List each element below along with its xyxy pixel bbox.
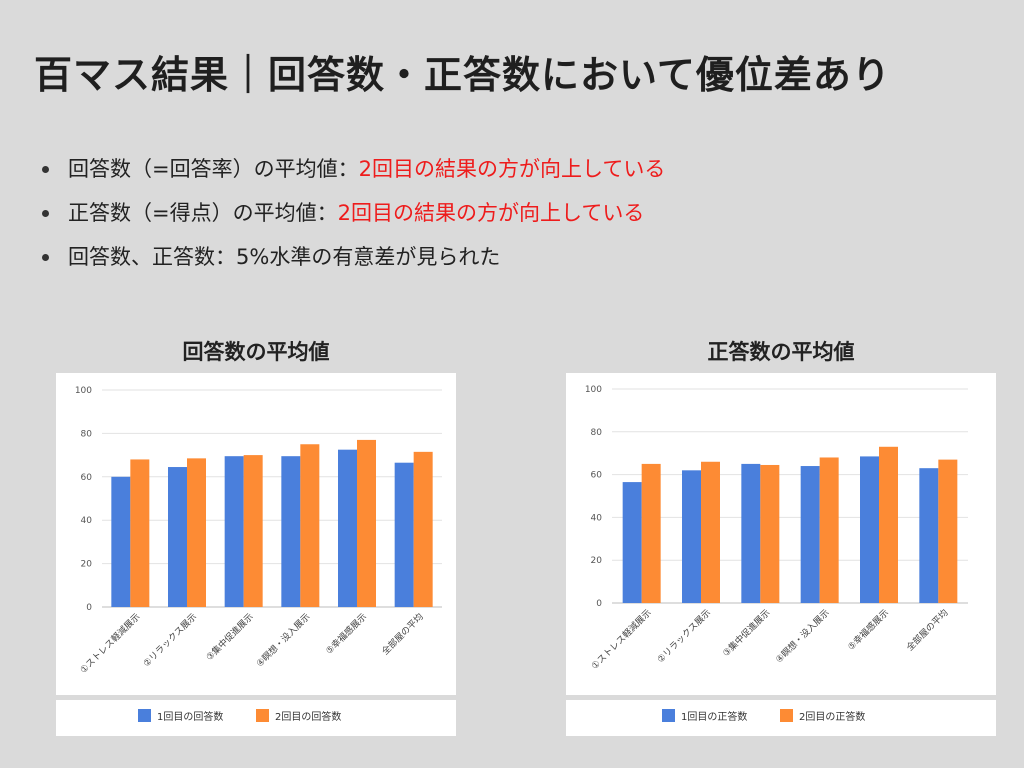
bar-2-5 (413, 451, 433, 607)
y-tick-label: 40 (81, 516, 93, 526)
legend-swatch-icon (662, 709, 675, 722)
x-tick-label: ③集中促進展示 (720, 607, 772, 659)
bullet-item: 正答数（=得点）の平均値：2回目の結果の方が向上している (40, 194, 980, 238)
bar-1-2 (224, 456, 244, 607)
legend-swatch-icon (256, 709, 269, 722)
bar-1-2 (741, 463, 761, 603)
bullet-dot-icon (42, 254, 49, 261)
x-tick-label: ⑤幸福感展示 (323, 611, 369, 657)
x-tick-label: 全部屋の平均 (379, 611, 426, 658)
legend-label: 2回目の正答数 (799, 712, 866, 723)
bar-chart-correct: 0 20 40 60 80 100 ①ストレス軽減展示 ②リラックス展示 ③集中促進展示 ④瞑想・… (585, 385, 968, 672)
legend-correct: 1回目の正答数 2回目の正答数 (566, 700, 996, 736)
y-tick-label: 20 (81, 560, 93, 570)
bar-2-0 (130, 459, 150, 607)
bar-2-3 (819, 457, 839, 603)
y-tick-label: 40 (591, 513, 603, 523)
x-tick-label: ⑤幸福感展示 (845, 607, 891, 653)
y-tick-label: 80 (81, 429, 93, 439)
bullet-item: 回答数、正答数：5%水準の有意差が見られた (40, 238, 980, 282)
legend-answers: 1回目の回答数 2回目の回答数 (56, 700, 456, 736)
bullet-label: 回答数（=回答率）の平均値： (68, 157, 359, 181)
bar-2-0 (641, 463, 661, 603)
bar-1-1 (682, 470, 701, 603)
bullet-highlight: 2回目の結果の方が向上している (358, 157, 666, 181)
bar-2-5 (938, 459, 958, 603)
bar-2-2 (760, 464, 780, 603)
y-tick-label: 20 (591, 556, 603, 566)
bar-1-3 (800, 466, 820, 603)
bullet-highlight: 2回目の結果の方が向上している (337, 201, 645, 225)
legend-swatch-icon (138, 709, 151, 722)
bullet-dot-icon (42, 166, 49, 173)
y-tick-label: 60 (591, 471, 603, 481)
y-tick-label: 80 (591, 428, 603, 438)
bar-1-0 (111, 476, 131, 607)
x-tick-label: ②リラックス展示 (141, 611, 199, 669)
y-tick-label: 100 (585, 385, 602, 395)
bullet-label: 回答数、正答数：5%水準の有意差が見られた (68, 245, 501, 269)
bar-chart-answers: 0 20 40 60 80 100 ①ストレス軽減展示 ②リラックス展示 ③集中促進展示 ④瞑想・… (75, 386, 442, 676)
x-tick-label: ④瞑想・没入展示 (254, 611, 313, 670)
y-tick-label: 0 (86, 603, 92, 613)
bar-1-5 (919, 468, 939, 603)
x-tick-label: ②リラックス展示 (655, 607, 713, 665)
slide-title: 百マス結果｜回答数・正答数において優位差あり (34, 53, 891, 97)
x-tick-label: 全部屋の平均 (904, 607, 951, 654)
legend-item-series2: 2回目の正答数 (780, 700, 865, 736)
legend-item-series1: 1回目の回答数 (138, 700, 223, 736)
y-tick-label: 100 (75, 386, 92, 396)
legend-item-series1: 1回目の正答数 (662, 700, 747, 736)
bar-1-4 (338, 449, 357, 607)
x-tick-label: ③集中促進展示 (203, 611, 255, 663)
legend-swatch-icon (780, 709, 793, 722)
y-tick-label: 60 (81, 473, 93, 483)
legend-label: 1回目の正答数 (681, 712, 748, 723)
y-tick-label: 0 (596, 599, 602, 609)
legend-label: 1回目の回答数 (157, 712, 224, 723)
x-tick-label: ④瞑想・没入展示 (773, 607, 832, 666)
bar-2-4 (879, 446, 898, 603)
legend-item-series2: 2回目の回答数 (256, 700, 341, 736)
bar-1-3 (281, 456, 301, 607)
chart-title-correct: 正答数の平均値 (707, 340, 855, 364)
legend-label: 2回目の回答数 (275, 712, 342, 723)
bar-2-1 (187, 458, 206, 607)
x-tick-label: ①ストレス軽減展示 (77, 611, 142, 676)
bar-2-3 (300, 444, 320, 607)
chart-title-answers: 回答数の平均値 (182, 340, 330, 364)
bullet-label: 正答数（=得点）の平均値： (68, 201, 338, 225)
bar-1-1 (168, 467, 187, 607)
bar-2-2 (243, 455, 263, 607)
bar-1-5 (394, 462, 414, 607)
bullet-list: 回答数（=回答率）の平均値：2回目の結果の方が向上している 正答数（=得点）の平… (40, 150, 980, 282)
bar-2-4 (357, 439, 376, 607)
chart-correct: 0 20 40 60 80 100 ①ストレス軽減展示 ②リラックス展示 ③集中促進展示 ④瞑想・… (566, 373, 996, 695)
bar-1-0 (622, 482, 642, 603)
bar-2-1 (701, 461, 720, 603)
x-tick-label: ①ストレス軽減展示 (589, 607, 654, 672)
bullet-dot-icon (42, 210, 49, 217)
bar-1-4 (860, 456, 879, 603)
bullet-item: 回答数（=回答率）の平均値：2回目の結果の方が向上している (40, 150, 980, 194)
chart-answers: 0 20 40 60 80 100 ①ストレス軽減展示 ②リラックス展示 ③集中促進展示 ④瞑想・… (56, 373, 456, 695)
